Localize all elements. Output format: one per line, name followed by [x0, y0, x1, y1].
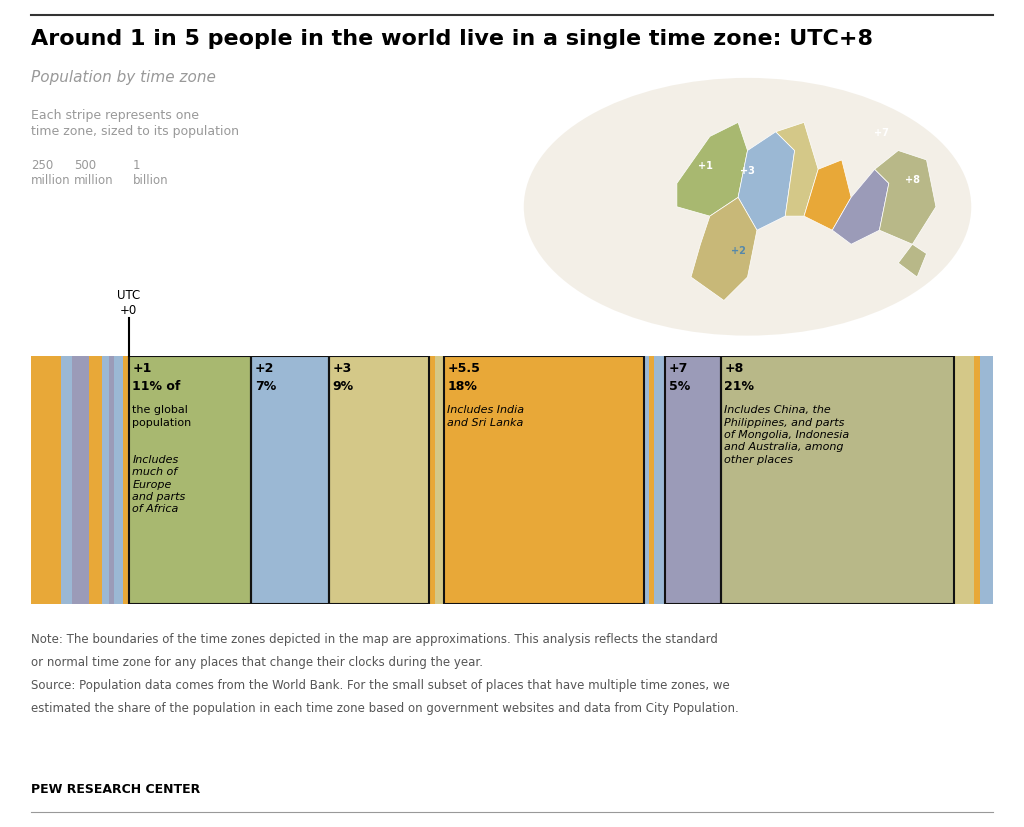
Bar: [109, 356, 115, 604]
Text: 11% of: 11% of: [132, 380, 181, 394]
Text: or normal time zone for any places that change their clocks during the year.: or normal time zone for any places that …: [31, 656, 482, 669]
Text: 1: 1: [133, 159, 140, 172]
Polygon shape: [833, 170, 889, 244]
Text: +7: +7: [874, 128, 889, 138]
Bar: [721, 356, 954, 604]
Text: Note: The boundaries of the time zones depicted in the map are approximations. T: Note: The boundaries of the time zones d…: [31, 633, 718, 646]
Bar: [644, 356, 649, 604]
Text: +3: +3: [740, 166, 755, 176]
Bar: [72, 356, 89, 604]
Text: +8: +8: [725, 362, 743, 375]
Ellipse shape: [523, 78, 972, 336]
Bar: [47, 356, 60, 604]
Text: +7: +7: [669, 362, 688, 375]
Text: Population by time zone: Population by time zone: [31, 70, 216, 85]
Text: +2: +2: [731, 246, 745, 256]
Text: billion: billion: [133, 174, 169, 188]
Bar: [89, 356, 102, 604]
Text: 18%: 18%: [447, 380, 477, 394]
Text: million: million: [74, 174, 114, 188]
Bar: [443, 356, 644, 604]
Bar: [954, 356, 975, 604]
Bar: [251, 356, 329, 604]
Text: +3: +3: [333, 362, 352, 375]
Bar: [721, 356, 954, 604]
Bar: [665, 356, 721, 604]
Bar: [975, 356, 980, 604]
Bar: [429, 356, 434, 604]
Polygon shape: [677, 122, 748, 216]
Bar: [434, 356, 443, 604]
Text: +5.5: +5.5: [447, 362, 480, 375]
Text: the global
population: the global population: [132, 405, 191, 428]
Bar: [649, 356, 654, 604]
Text: +8: +8: [905, 175, 920, 185]
Text: Includes India
and Sri Lanka: Includes India and Sri Lanka: [447, 405, 524, 428]
Text: 250: 250: [31, 159, 53, 172]
Bar: [329, 356, 429, 604]
Bar: [251, 356, 329, 604]
Polygon shape: [874, 151, 936, 244]
Text: +1: +1: [697, 161, 713, 171]
Text: 5%: 5%: [669, 380, 690, 394]
Polygon shape: [738, 131, 795, 230]
Polygon shape: [898, 244, 927, 277]
Text: 9%: 9%: [333, 380, 354, 394]
Bar: [115, 356, 123, 604]
Text: 7%: 7%: [255, 380, 276, 394]
Text: Each stripe represents one
time zone, sized to its population: Each stripe represents one time zone, si…: [31, 109, 239, 138]
Text: 500: 500: [74, 159, 96, 172]
Bar: [102, 356, 109, 604]
Bar: [129, 356, 251, 604]
Text: UTC
+0: UTC +0: [117, 289, 140, 317]
Text: Source: Population data comes from the World Bank. For the small subset of place: Source: Population data comes from the W…: [31, 679, 729, 692]
Text: +1: +1: [132, 362, 152, 375]
Text: +2: +2: [255, 362, 274, 375]
Text: Includes China, the
Philippines, and parts
of Mongolia, Indonesia
and Australia,: Includes China, the Philippines, and par…: [725, 405, 850, 465]
Bar: [654, 356, 665, 604]
Bar: [980, 356, 993, 604]
Text: +5.5: +5.5: [816, 200, 840, 208]
Text: Includes
much of
Europe
and parts
of Africa: Includes much of Europe and parts of Afr…: [132, 455, 185, 514]
Bar: [60, 356, 72, 604]
Text: PEW RESEARCH CENTER: PEW RESEARCH CENTER: [31, 782, 200, 796]
Text: 21%: 21%: [725, 380, 755, 394]
Polygon shape: [776, 122, 818, 216]
Text: estimated the share of the population in each time zone based on government webs: estimated the share of the population in…: [31, 702, 738, 715]
Bar: [329, 356, 429, 604]
Bar: [129, 356, 251, 604]
Bar: [665, 356, 721, 604]
Polygon shape: [691, 198, 757, 300]
Bar: [443, 356, 644, 604]
Bar: [31, 356, 47, 604]
Bar: [123, 356, 129, 604]
Text: Around 1 in 5 people in the world live in a single time zone: UTC+8: Around 1 in 5 people in the world live i…: [31, 29, 872, 49]
Polygon shape: [804, 160, 851, 230]
Text: million: million: [31, 174, 71, 188]
